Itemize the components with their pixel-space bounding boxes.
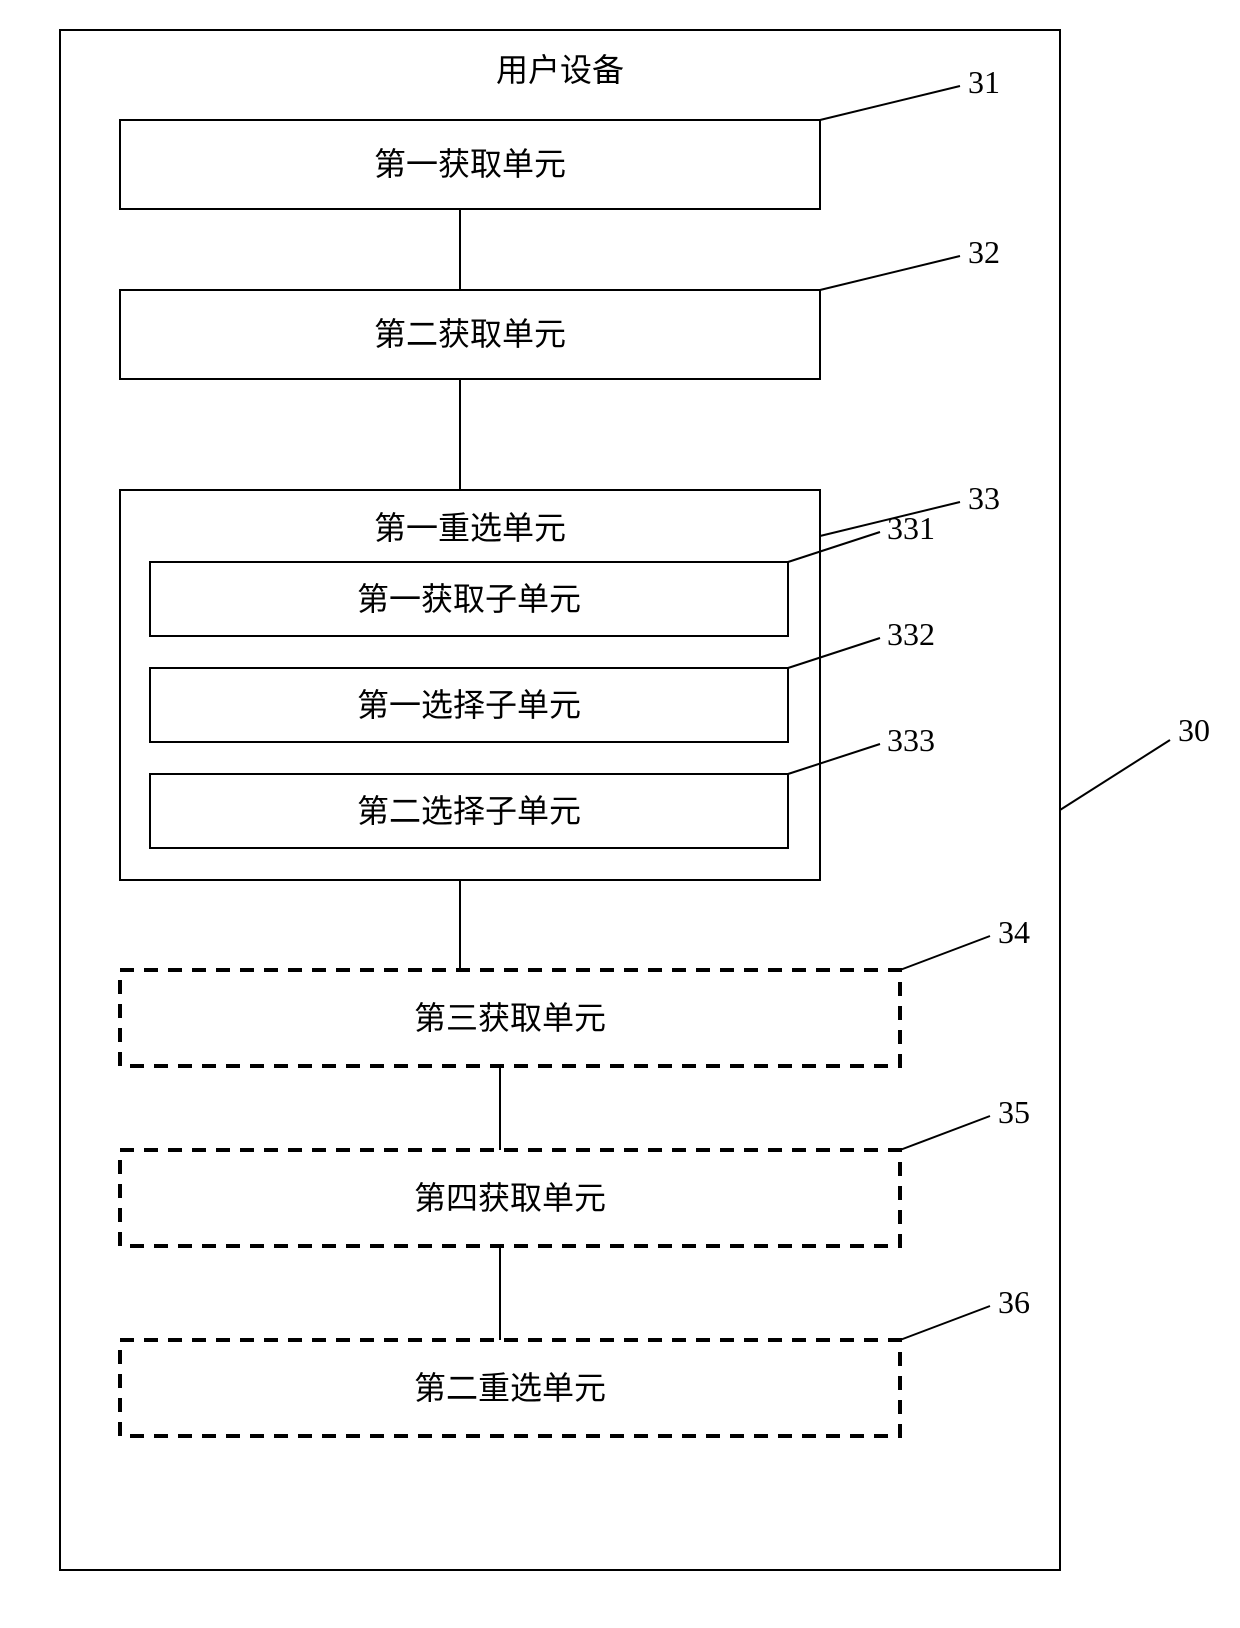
block-label-b333: 第二选择子单元 [357,793,581,829]
leader-b32 [820,256,960,290]
ref-b33: 33 [968,480,1000,516]
ref-b35: 35 [998,1094,1030,1130]
block-diagram: 用户设备 30 第一获取单元 31 第二获取单元 32 第一重选单元 33 第一获取子单元 3… [0,0,1240,1628]
outer-ref-label: 30 [1178,712,1210,748]
block-label-b34: 第三获取单元 [414,1000,606,1036]
ref-b32: 32 [968,234,1000,270]
ref-b36: 36 [998,1284,1030,1320]
leader-b332 [788,638,880,668]
leader-b35 [900,1116,990,1150]
ref-b31: 31 [968,64,1000,100]
block-label-b33: 第一重选单元 [374,510,566,546]
leader-b34 [900,936,990,970]
ref-b34: 34 [998,914,1030,950]
leader-b36 [900,1306,990,1340]
block-label-b32: 第二获取单元 [374,316,566,352]
outer-container-title: 用户设备 [496,52,624,88]
block-label-b36: 第二重选单元 [414,1370,606,1406]
block-label-b331: 第一获取子单元 [357,581,581,617]
ref-b332: 332 [887,616,935,652]
block-label-b332: 第一选择子单元 [357,687,581,723]
leader-b331 [788,532,880,562]
outer-leader-line [1060,740,1170,810]
block-label-b31: 第一获取单元 [374,146,566,182]
leader-b31 [820,86,960,120]
ref-b331: 331 [887,510,935,546]
ref-b333: 333 [887,722,935,758]
block-label-b35: 第四获取单元 [414,1180,606,1216]
leader-b333 [788,744,880,774]
